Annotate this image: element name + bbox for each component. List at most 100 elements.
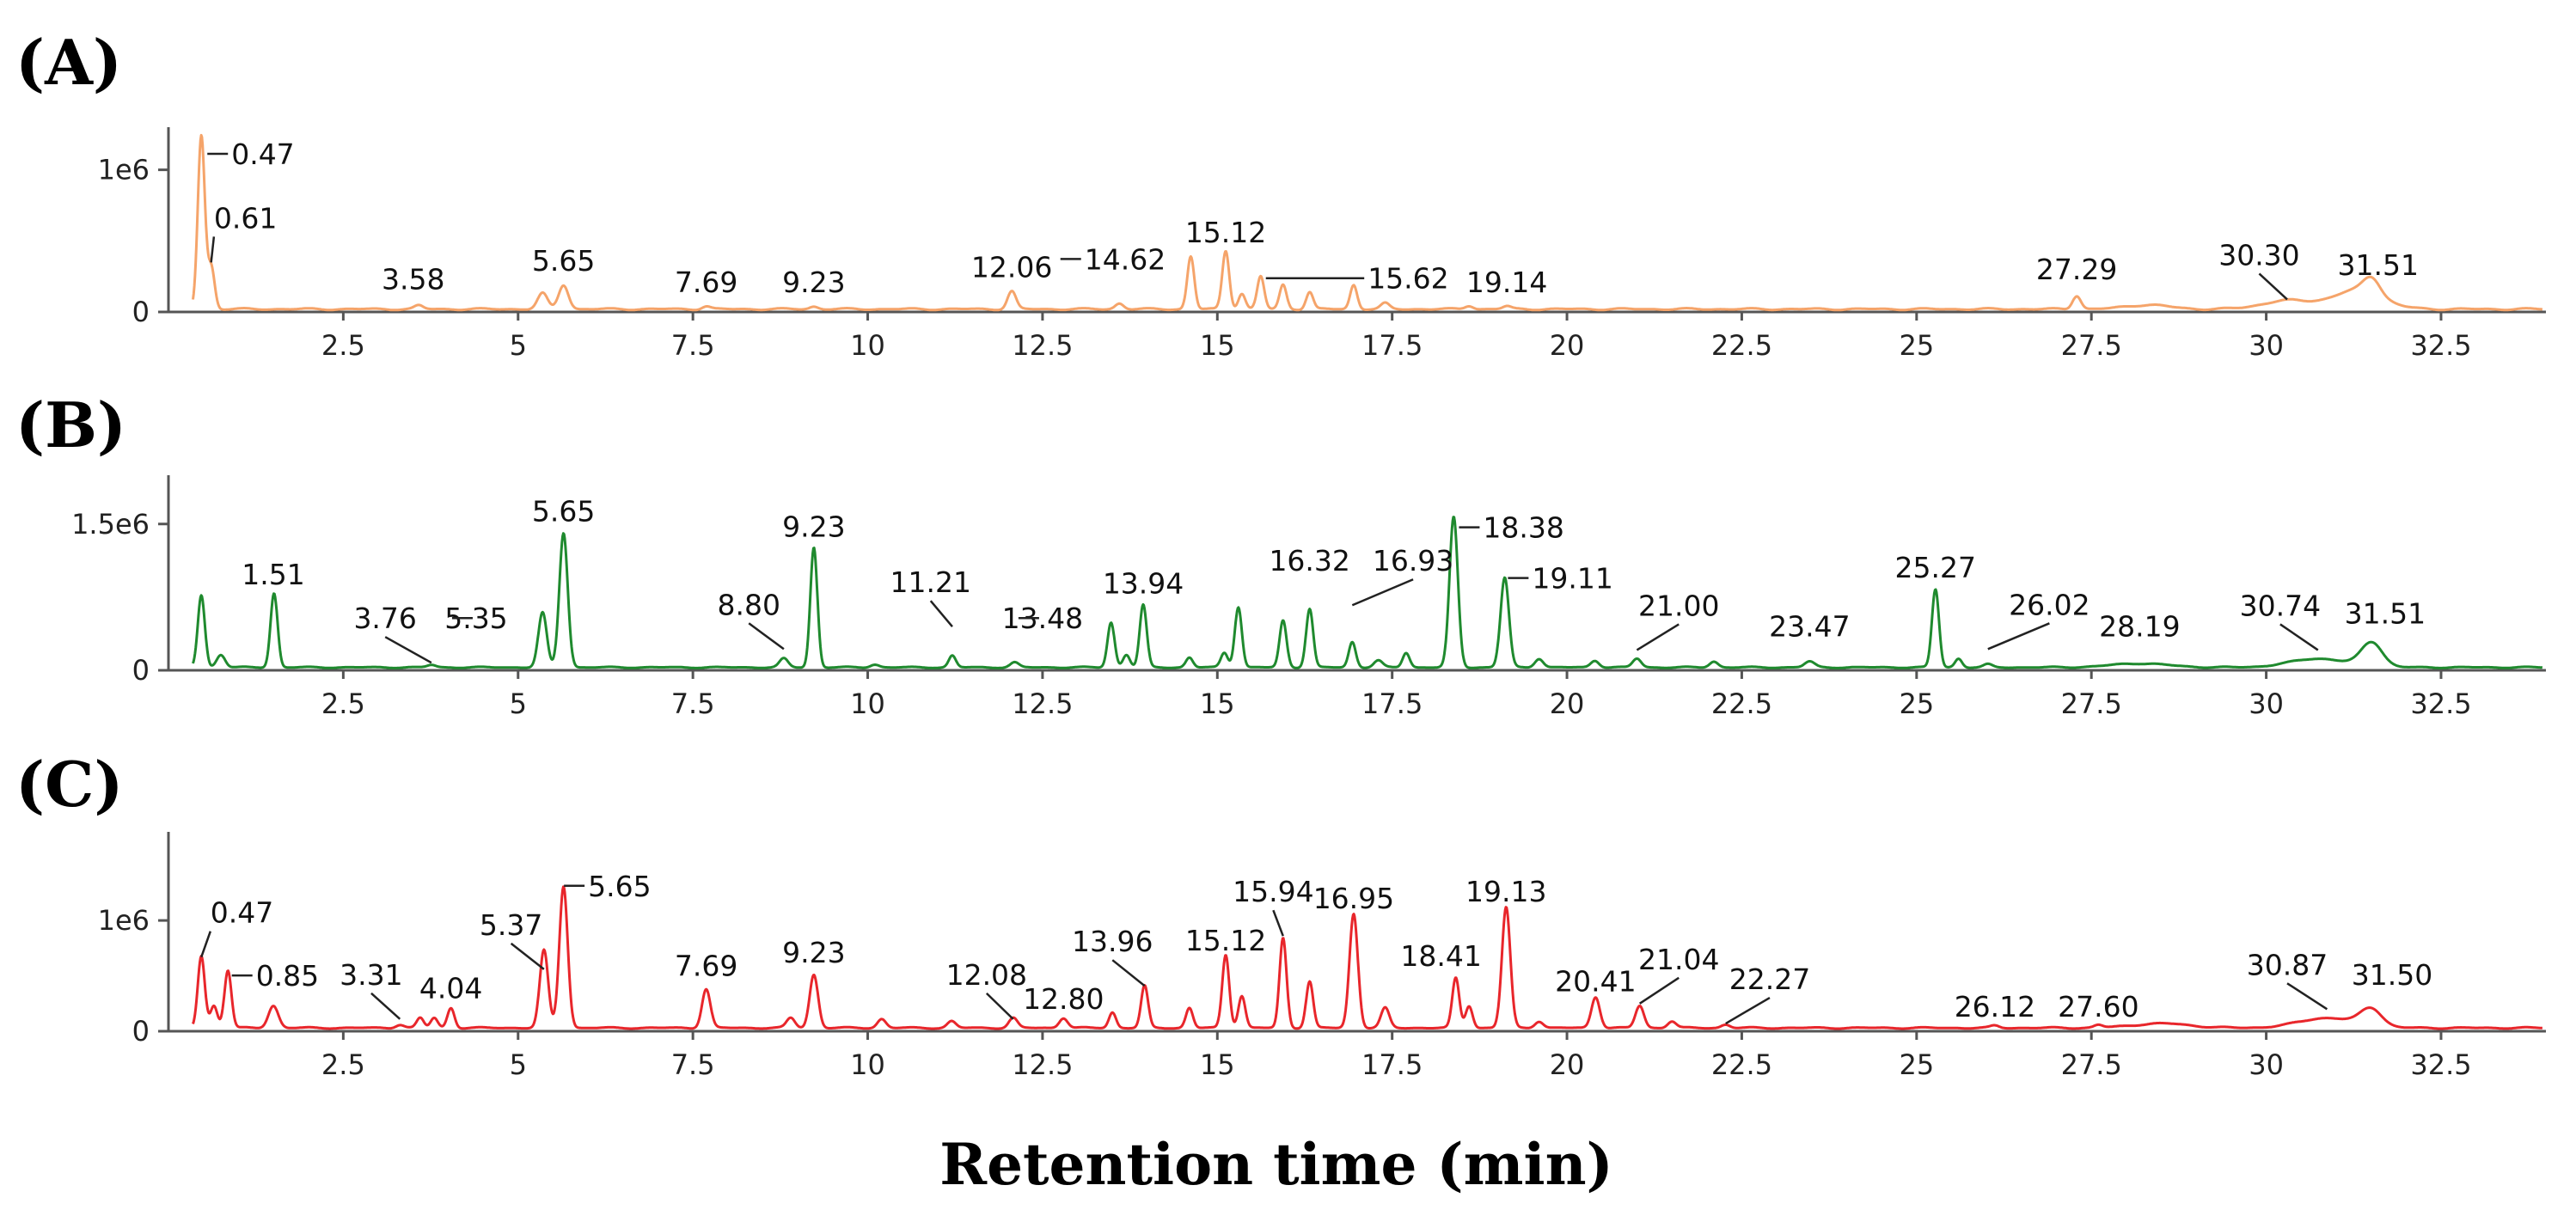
x-tick-label: 10: [850, 687, 885, 720]
x-tick-label: 2.5: [321, 687, 365, 720]
peak-label: 1.51: [242, 558, 304, 591]
x-tick-label: 17.5: [1361, 687, 1423, 720]
x-tick-label: 20: [1550, 687, 1585, 720]
peak-label: 31.50: [2352, 958, 2432, 992]
x-tick-label: 5: [510, 687, 527, 720]
chromatogram-trace: [192, 885, 2543, 1030]
peak-label: 19.11: [1532, 562, 1612, 596]
peak-label: 12.80: [1023, 982, 1104, 1016]
x-tick-label: 5: [510, 1048, 527, 1081]
peak-label: 21.04: [1638, 943, 1719, 976]
peak-leader: [1272, 909, 1284, 937]
peak-leader: [200, 931, 211, 958]
peak-leader: [2286, 982, 2328, 1011]
peak-label: 5.65: [532, 494, 595, 528]
x-tick-label: 5: [510, 329, 527, 362]
y-tick-label: 1e6: [98, 904, 150, 937]
peak-leader: [384, 636, 432, 664]
peak-label: 5.37: [480, 908, 542, 942]
peak-leader: [1636, 623, 1680, 651]
peak-leader: [2279, 623, 2319, 651]
peak-label: 8.80: [717, 588, 780, 621]
x-tick-label: 30: [2249, 687, 2284, 720]
x-tick-label: 7.5: [671, 687, 715, 720]
peak-label: 25.27: [1895, 551, 1976, 584]
peak-label: 19.14: [1466, 266, 1547, 299]
peak-label: 14.62: [1085, 242, 1166, 276]
x-tick-label: 15: [1200, 687, 1235, 720]
peak-label: 16.93: [1373, 544, 1453, 577]
y-tick-label: 1e6: [98, 154, 150, 186]
x-tick-label: 20: [1550, 1048, 1585, 1081]
peak-label: 12.08: [946, 958, 1027, 992]
peak-label: 23.47: [1769, 609, 1850, 643]
peak-label: 0.47: [231, 137, 294, 171]
peak-label: 30.87: [2247, 948, 2328, 981]
peak-label: 30.30: [2218, 238, 2299, 272]
x-tick-label: 22.5: [1711, 1048, 1772, 1081]
x-tick-label: 25: [1899, 1048, 1934, 1081]
peak-label: 12.06: [971, 250, 1052, 284]
x-tick-label: 32.5: [2410, 687, 2471, 720]
peak-label: 5.65: [588, 870, 651, 903]
peak-label: 15.62: [1368, 262, 1448, 296]
peak-label: 3.58: [382, 263, 444, 296]
peak-leader: [748, 622, 785, 651]
peak-label: 22.27: [1729, 962, 1810, 996]
peak-label: 18.38: [1483, 511, 1563, 545]
peak-label: 27.60: [2058, 990, 2139, 1023]
peak-label: 9.23: [782, 266, 845, 299]
panels: (A) 0 1e6 2.5 5 7.5 10 12.5 15 17.5 20 22.5 25 27.5 30…: [15, 26, 2546, 1081]
peak-leader: [1987, 622, 2050, 651]
x-tick-label: 17.5: [1361, 329, 1423, 362]
chromatogram-trace: [192, 516, 2543, 669]
x-tick-label: 2.5: [321, 329, 365, 362]
x-tick-label: 12.5: [1012, 1048, 1073, 1081]
y-tick-label: 0: [132, 654, 150, 687]
x-tick-label: 15: [1200, 329, 1235, 362]
peak-leader: [985, 992, 1014, 1020]
peak-label: 15.12: [1185, 924, 1266, 957]
peak-label: 15.94: [1233, 875, 1313, 908]
x-tick-label: 30: [2249, 329, 2284, 362]
x-tick-label: 12.5: [1012, 687, 1073, 720]
x-tick-label: 20: [1550, 329, 1585, 362]
peak-leader: [210, 236, 216, 263]
peak-leader: [1638, 976, 1680, 1005]
x-tick-label: 7.5: [671, 329, 715, 362]
peak-label: 20.41: [1555, 965, 1636, 999]
peak-leader: [370, 992, 401, 1020]
x-tick-label: 32.5: [2410, 1048, 2471, 1081]
x-tick-label: 22.5: [1711, 687, 1772, 720]
peak-label: 13.96: [1072, 925, 1153, 958]
peak-label: 0.85: [256, 959, 319, 993]
peak-label: 3.31: [340, 958, 402, 992]
panel-label: (B): [15, 388, 126, 461]
peak-label: 18.41: [1400, 939, 1481, 973]
x-tick-label: 10: [850, 329, 885, 362]
panel-label: (A): [15, 26, 122, 99]
chromatogram-panel: (B) 0 1.5e6 2.5 5 7.5 10 12.5 15 17.5 20 22.5 25 27.5…: [15, 388, 2546, 720]
peak-label: 15.12: [1185, 216, 1266, 249]
peak-label: 3.76: [353, 602, 416, 635]
peak-label: 7.69: [675, 950, 737, 983]
peak-leader: [1725, 996, 1771, 1025]
peak-label: 11.21: [890, 565, 971, 599]
x-tick-label: 25: [1899, 687, 1934, 720]
x-tick-label: 30: [2249, 1048, 2284, 1081]
peak-label: 13.94: [1103, 566, 1184, 600]
x-tick-label: 27.5: [2061, 687, 2122, 720]
chromatogram-panel: (C) 0 1e6 2.5 5 7.5 10 12.5 15 17.5 20 22.5 25 27.5 30…: [15, 748, 2546, 1081]
peak-label: 13.48: [1002, 602, 1083, 635]
x-tick-label: 25: [1899, 329, 1934, 362]
peak-label: 0.61: [214, 201, 277, 235]
peak-leader: [2258, 272, 2288, 301]
chromatogram-trace: [192, 133, 2543, 312]
peak-leader: [510, 942, 545, 970]
x-tick-label: 10: [850, 1048, 885, 1081]
peak-label: 4.04: [419, 971, 482, 1005]
peak-leader: [929, 600, 953, 628]
peak-label: 9.23: [782, 936, 845, 969]
peak-label: 31.51: [2338, 248, 2419, 282]
